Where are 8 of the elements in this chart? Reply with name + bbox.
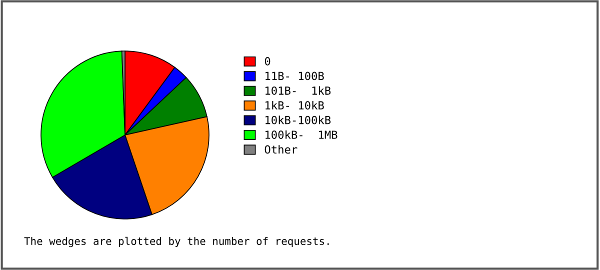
legend-label: 101B- 1kB xyxy=(266,86,331,95)
legend-label: 10kB-100kB xyxy=(266,116,331,124)
legend-label: 0 xyxy=(264,57,270,66)
legend-label: 11B- 100B xyxy=(266,72,324,80)
legend-label: 100kB- 1MB xyxy=(266,130,338,139)
text: The wedges are plotted by the number of requests. xyxy=(24,236,329,248)
legend-label: Other xyxy=(264,145,298,154)
legend-label: 1kB- 10kB xyxy=(266,100,324,110)
